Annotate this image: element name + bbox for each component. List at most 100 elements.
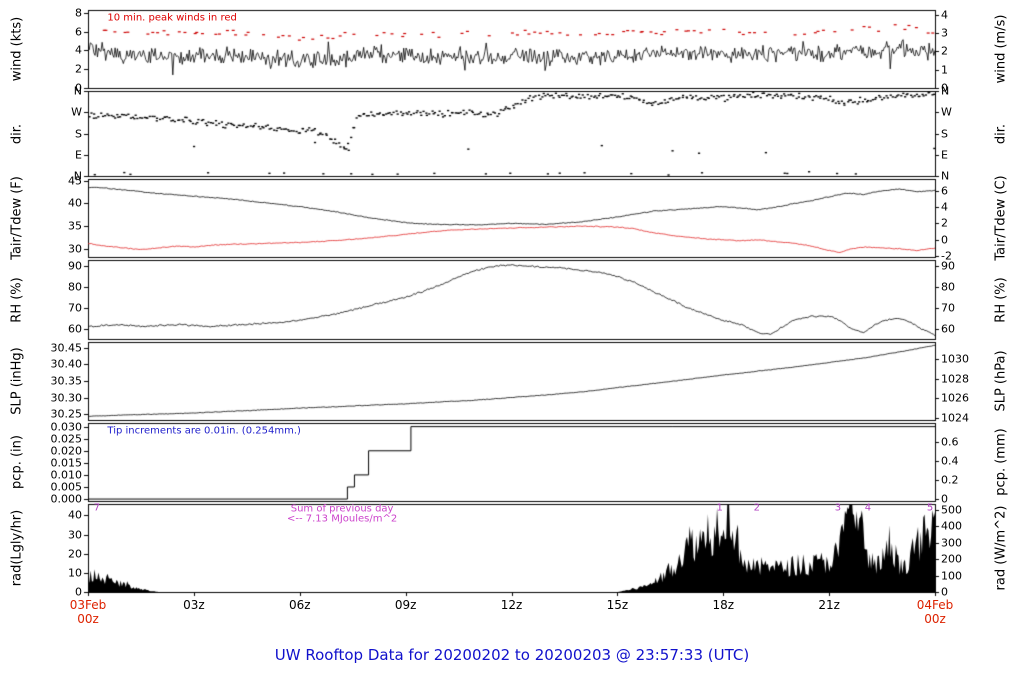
dir-ytick-left-4: N (73, 84, 82, 98)
x-tick-label-0: 03Feb 00z (69, 598, 107, 626)
pressure-ytick-right-0: 1024 (941, 411, 969, 425)
radiation-right-axis-label: rad (W/m^2) (993, 505, 1009, 591)
precip-ytick-left-2: 0.010 (50, 468, 83, 482)
pressure-left-axis-label: SLP (inHg) (9, 347, 25, 415)
x-tick-label-4: 12z (500, 598, 523, 612)
pressure-ytick-left-3: 30.40 (50, 357, 83, 371)
radiation-ytick-left-0: 0 (75, 585, 82, 599)
dir-ytick-right-4: N (941, 84, 950, 98)
dir-ytick-right-3: W (941, 105, 952, 119)
x-tick-label-8: 04Feb 00z (916, 598, 954, 626)
precip-annotation-0: Tip increments are 0.01in. (0.254mm.) (107, 424, 301, 436)
precip-ytick-right-0: 0 (941, 492, 948, 506)
precip-ytick-left-3: 0.015 (50, 456, 83, 470)
temperature-left-axis-label: Tair/Tdew (F) (9, 176, 25, 260)
radiation-annotation-1: <-- 7.13 MJoules/m^2 (286, 513, 398, 525)
precip-ytick-right-2: 0.4 (941, 454, 959, 468)
precip-ytick-left-1: 0.005 (50, 480, 83, 494)
wind-annotation-0: 10 min. peak winds in red (107, 11, 237, 23)
humidity-ytick-left-2: 80 (68, 280, 82, 294)
dir-ytick-right-0: N (941, 169, 950, 183)
wind-ytick-left-4: 8 (75, 6, 82, 20)
humidity-ytick-left-3: 90 (68, 259, 82, 273)
x-tick-label-6: 18z (712, 598, 735, 612)
chart-title: UW Rooftop Data for 20200202 to 20200203… (274, 646, 750, 664)
precip-ytick-right-3: 0.6 (941, 435, 959, 449)
temperature-ytick-left-1: 35 (68, 219, 82, 233)
x-tick-label-3: 09z (394, 598, 417, 612)
radiation-ytick-right-2: 200 (941, 552, 962, 566)
pressure-ytick-left-2: 30.35 (50, 374, 83, 388)
temperature-ytick-right-2: 2 (941, 216, 948, 230)
radiation-annotation-0: Sum of previous day (290, 503, 394, 515)
dir-ytick-left-1: E (75, 148, 82, 162)
precip-ytick-left-5: 0.025 (50, 432, 83, 446)
wind-ytick-left-2: 4 (75, 43, 82, 57)
dir-ytick-left-3: W (71, 105, 82, 119)
temperature-ytick-left-0: 30 (68, 242, 82, 256)
temperature-right-axis-label: Tair/Tdew (C) (993, 175, 1009, 261)
temperature-ytick-right-0: -2 (941, 249, 952, 263)
radiation-annotation-6: 4 (864, 502, 872, 514)
humidity-ytick-right-2: 80 (941, 280, 955, 294)
humidity-right-axis-label: RH (%) (993, 276, 1009, 323)
radiation-ytick-right-3: 300 (941, 536, 962, 550)
x-tick-label-2: 06z (288, 598, 311, 612)
radiation-ytick-right-0: 0 (941, 585, 948, 599)
wind-left-axis-label: wind (kts) (9, 16, 25, 82)
precip-ytick-left-0: 0.000 (50, 492, 83, 506)
humidity-ytick-right-0: 60 (941, 322, 955, 336)
radiation-left-axis-label: rad(Lgly/hr) (9, 509, 25, 587)
radiation-ytick-left-3: 30 (68, 528, 82, 542)
x-tick-label-1: 03z (183, 598, 205, 612)
precip-right-axis-label: pcp. (mm) (993, 428, 1009, 496)
wind-ytick-right-0: 0 (941, 81, 948, 95)
dir-ytick-left-0: N (73, 169, 82, 183)
humidity-ytick-right-3: 90 (941, 259, 955, 273)
humidity-left-axis-label: RH (%) (9, 276, 25, 323)
precip-ytick-left-6: 0.030 (50, 420, 83, 434)
radiation-ytick-left-2: 20 (68, 547, 82, 561)
dir-ytick-left-2: S (75, 127, 82, 141)
temperature-ytick-right-1: 0 (941, 233, 948, 247)
dir-ytick-right-1: E (941, 148, 948, 162)
radiation-ytick-right-1: 100 (941, 569, 962, 583)
radiation-annotation-7: 5 (926, 502, 934, 514)
radiation-annotation-2: 7 (93, 502, 100, 514)
radiation-ytick-left-1: 10 (68, 566, 82, 580)
humidity-ytick-right-1: 70 (941, 301, 955, 315)
dir-right-axis-label: dir. (993, 123, 1009, 144)
precip-ytick-right-1: 0.2 (941, 473, 959, 487)
pressure-ytick-left-0: 30.25 (50, 407, 83, 421)
radiation-annotation-3: 1 (716, 502, 723, 514)
pressure-ytick-right-1: 1026 (941, 391, 969, 405)
dir-left-axis-label: dir. (9, 123, 25, 144)
humidity-ytick-left-0: 60 (68, 322, 82, 336)
pressure-right-axis-label: SLP (hPa) (993, 350, 1009, 412)
temperature-ytick-right-3: 4 (941, 200, 948, 214)
wind-ytick-right-1: 1 (941, 63, 948, 77)
temperature-ytick-left-3: 45 (68, 174, 82, 188)
pressure-ytick-left-1: 30.30 (50, 391, 83, 405)
radiation-annotation-5: 3 (834, 502, 842, 514)
x-tick-label-7: 21z (818, 598, 840, 612)
radiation-annotation-4: 2 (753, 502, 760, 514)
radiation-ytick-right-4: 400 (941, 519, 962, 533)
temperature-ytick-right-4: 6 (941, 184, 948, 198)
radiation-ytick-left-4: 40 (68, 508, 82, 522)
wind-ytick-left-3: 6 (75, 25, 82, 39)
wind-right-axis-label: wind (m/s) (993, 14, 1009, 84)
radiation-ytick-right-5: 500 (941, 503, 962, 517)
x-tick-label-5: 15z (606, 598, 629, 612)
pressure-ytick-left-4: 30.45 (50, 341, 83, 355)
dir-ytick-right-2: S (941, 127, 948, 141)
wind-ytick-left-1: 2 (75, 62, 82, 76)
wind-ytick-right-2: 2 (941, 44, 948, 58)
pressure-ytick-right-3: 1030 (941, 352, 969, 366)
temperature-ytick-left-2: 40 (68, 196, 82, 210)
pressure-ytick-right-2: 1028 (941, 372, 969, 386)
humidity-ytick-left-1: 70 (68, 301, 82, 315)
precip-left-axis-label: pcp. (in) (9, 435, 25, 489)
